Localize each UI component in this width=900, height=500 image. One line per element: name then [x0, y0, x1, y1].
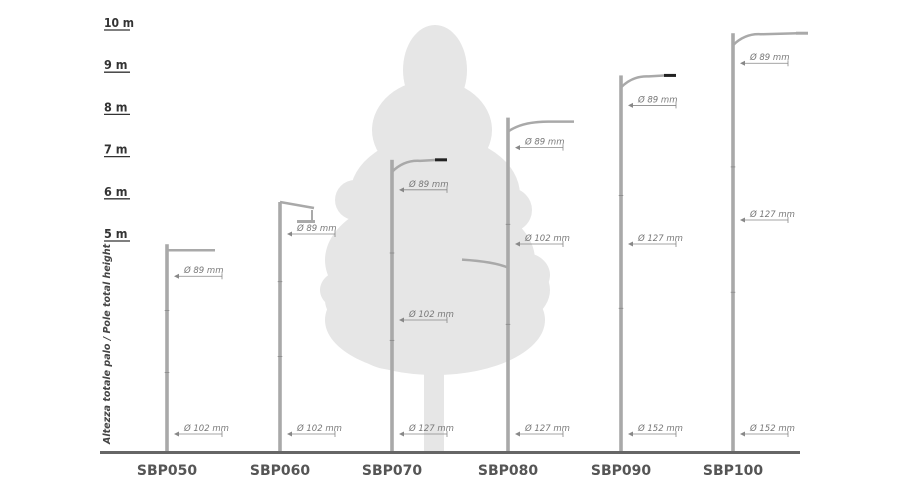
diameter-annotations: Ø 89 mm Ø 127 mm Ø 152 mm: [740, 52, 795, 437]
diameter-label: Ø 127 mm: [637, 233, 683, 244]
diameter-annotations: Ø 89 mm Ø 127 mm Ø 152 mm: [628, 94, 683, 437]
height-label: 8 m: [104, 99, 127, 114]
pole-shaft: [165, 244, 169, 451]
diameter-label: Ø 152 mm: [637, 423, 683, 434]
height-label: 7 m: [104, 142, 127, 157]
diameter-label: Ø 89 mm: [749, 52, 789, 63]
lamp-arm: [507, 120, 574, 133]
pole-shaft: [278, 202, 282, 451]
lamp-arm: [279, 200, 315, 210]
diameter-annotations: Ø 89 mm Ø 102 mm Ø 127 mm: [515, 137, 570, 437]
pole-sbp090: Ø 89 mm Ø 127 mm Ø 152 mm: [618, 73, 683, 452]
ground-line: [100, 451, 800, 454]
diameter-annotations: Ø 89 mm Ø 102 mm Ø 127 mm: [399, 179, 454, 437]
height-label: 5 m: [104, 226, 127, 241]
pole-name-label: SBP100: [703, 463, 763, 479]
diameter-label: Ø 89 mm: [296, 223, 336, 234]
pole-sbp050: Ø 89 mm Ø 102 mm: [164, 244, 229, 451]
axis-title: Altezza totale palo / Pole total height: [102, 243, 113, 445]
lamp-arm: [620, 74, 667, 89]
height-labels: 5 m 6 m 7 m 8 m 9 m 10 m: [104, 16, 134, 242]
pole-name-label: SBP060: [250, 463, 310, 479]
diameter-label: Ø 102 mm: [296, 423, 342, 434]
pole-sbp080: Ø 89 mm Ø 102 mm Ø 127 mm: [461, 117, 574, 452]
pole-name-label: SBP090: [591, 463, 651, 479]
poles-group: Ø 89 mm Ø 102 mm Ø 89 mm Ø 102 mm Ø 89 mm Ø 1…: [164, 31, 808, 452]
diameter-label: Ø 102 mm: [408, 309, 454, 320]
lamp-head: [796, 31, 808, 35]
diameter-label: Ø 89 mm: [637, 94, 677, 105]
diameter-label: Ø 89 mm: [524, 137, 564, 148]
lamp-arm-lower: [461, 258, 509, 269]
pole-shaft: [731, 33, 735, 451]
diameter-annotations: Ø 89 mm Ø 102 mm: [287, 223, 342, 437]
lamp-head: [435, 158, 447, 162]
diameter-label: Ø 102 mm: [183, 423, 229, 434]
pole-name-label: SBP080: [478, 463, 538, 479]
lamp-arm: [732, 31, 799, 47]
diameter-annotations: Ø 89 mm Ø 102 mm: [174, 265, 229, 437]
pole-sbp100: Ø 89 mm Ø 127 mm Ø 152 mm: [730, 31, 808, 451]
height-label: 6 m: [104, 184, 127, 199]
tree-silhouette: [320, 25, 550, 452]
diameter-label: Ø 89 mm: [183, 265, 223, 276]
pole-shaft: [619, 75, 623, 452]
diameter-label: Ø 127 mm: [524, 423, 570, 434]
diameter-label: Ø 102 mm: [524, 233, 570, 244]
pole-shaft: [506, 117, 510, 452]
pole-sbp060: Ø 89 mm Ø 102 mm: [277, 200, 342, 451]
pole-sbp070: Ø 89 mm Ø 102 mm Ø 127 mm: [389, 158, 454, 451]
pole-names: SBP050 SBP060 SBP070 SBP080 SBP090 SBP100: [137, 463, 763, 479]
lamp-head: [664, 73, 676, 77]
pole-name-label: SBP070: [362, 463, 422, 479]
height-label: 10 m: [104, 16, 134, 30]
diameter-label: Ø 127 mm: [749, 209, 795, 220]
diameter-label: Ø 89 mm: [408, 179, 448, 190]
diameter-label: Ø 152 mm: [749, 423, 795, 434]
pole-name-label: SBP050: [137, 463, 197, 479]
lamp-head: [297, 220, 315, 224]
height-label: 9 m: [104, 57, 127, 72]
pole-shaft: [390, 159, 394, 451]
diameter-label: Ø 127 mm: [408, 423, 454, 434]
lamp-arm: [391, 158, 438, 173]
